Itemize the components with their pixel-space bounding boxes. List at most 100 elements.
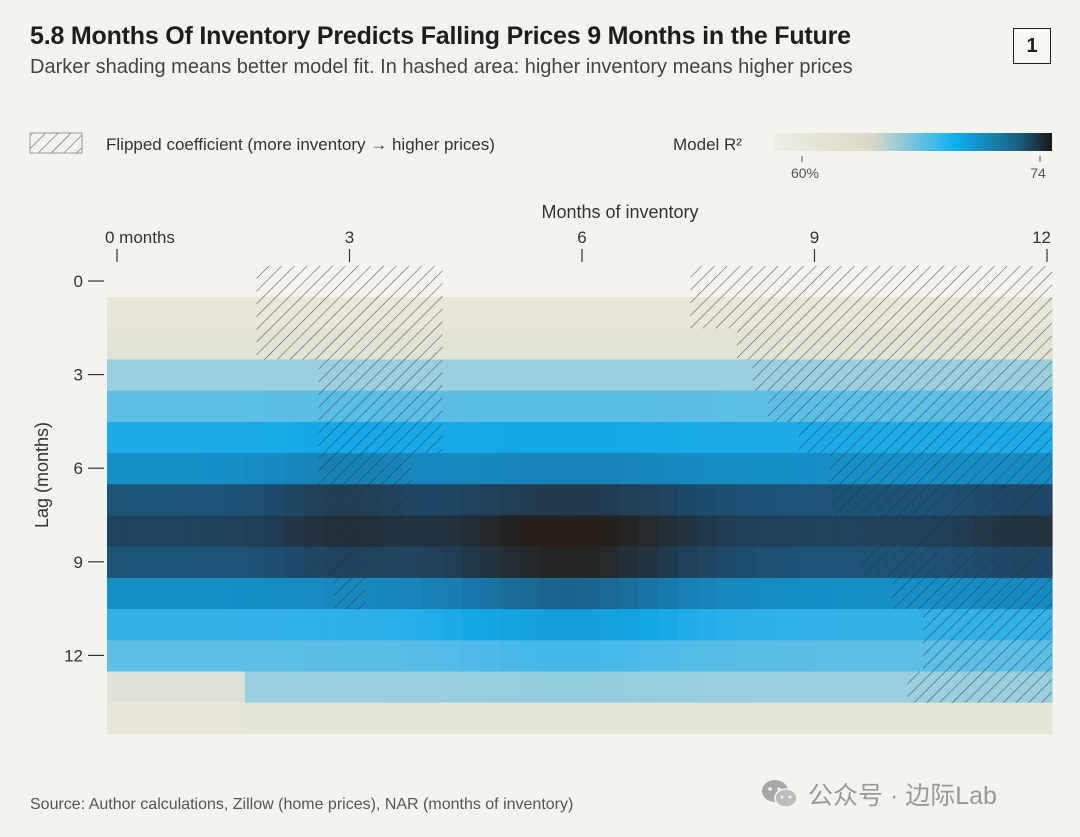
heatmap-cell — [303, 702, 325, 735]
heatmap-cell — [244, 515, 266, 548]
heatmap-cell — [166, 609, 187, 641]
heatmap-cell — [559, 328, 581, 360]
x-tick-label: 3 — [345, 228, 354, 247]
heatmap-cell — [284, 453, 305, 485]
heatmap-cell — [520, 390, 541, 423]
heatmap-cell — [618, 671, 640, 704]
heatmap-cell — [677, 577, 699, 610]
heatmap-cell — [697, 390, 718, 423]
heatmap-cell — [697, 421, 718, 454]
heatmap-cell — [599, 484, 620, 516]
y-tick-label: 12 — [64, 646, 83, 665]
heatmap-cell — [461, 484, 482, 516]
heatmap-cell — [579, 421, 600, 454]
heatmap-cell — [737, 453, 758, 485]
heatmap-cell — [362, 609, 384, 641]
heatmap-cell — [166, 359, 187, 392]
hatched-region — [768, 390, 1052, 422]
heatmap-cell — [697, 328, 718, 360]
heatmap-cell — [441, 640, 462, 672]
heatmap-cell — [638, 577, 659, 610]
heatmap-cell — [441, 609, 462, 641]
heatmap-cell — [107, 702, 128, 735]
heatmap-cell — [461, 640, 482, 672]
heatmap-cell — [677, 546, 699, 579]
heatmap-cell — [992, 702, 1014, 735]
heatmap-cell — [284, 577, 305, 610]
heatmap-cell — [559, 453, 581, 485]
heatmap-cell — [107, 515, 128, 548]
heatmap-cell — [835, 640, 856, 672]
heatmap-cell — [717, 515, 738, 548]
heatmap-cell — [618, 546, 640, 579]
heatmap-cell — [618, 484, 640, 516]
heatmap-cell — [933, 702, 955, 735]
heatmap-cell — [855, 640, 876, 672]
heatmap-cell — [146, 453, 167, 485]
heatmap-cell — [618, 577, 640, 610]
heatmap-cell — [776, 577, 797, 610]
heatmap-cell — [481, 390, 502, 423]
heatmap-cell — [244, 577, 266, 610]
watermark: 公众号 · 边际Lab — [760, 776, 997, 812]
heatmap-cell — [225, 577, 246, 610]
heatmap-cell — [107, 577, 128, 610]
heatmap-cell — [343, 702, 364, 735]
heatmap-cell — [638, 359, 659, 392]
heatmap-cell — [697, 609, 718, 641]
heatmap-cell — [894, 609, 915, 641]
heatmap-cell — [500, 421, 522, 454]
heatmap-cell — [284, 609, 305, 641]
heatmap-cell — [146, 671, 167, 704]
heatmap-cell — [776, 609, 797, 641]
heatmap-cell — [362, 640, 384, 672]
heatmap-cell — [559, 577, 581, 610]
heatmap-cell — [481, 671, 502, 704]
hatched-region — [907, 671, 1052, 703]
heatmap-cell — [796, 640, 817, 672]
heatmap-cell — [205, 453, 226, 485]
heatmap-cell — [146, 359, 167, 392]
heatmap-cell — [166, 671, 187, 704]
heatmap-cell — [638, 390, 659, 423]
heatmap-cell — [441, 390, 462, 423]
heatmap-cell — [461, 515, 482, 548]
heatmap-cell — [382, 609, 403, 641]
heatmap-cell — [303, 640, 325, 672]
heatmap-cell — [244, 390, 266, 423]
heatmap-cell — [540, 297, 561, 329]
heatmap-cell — [658, 359, 679, 392]
heatmap-cell — [402, 609, 423, 641]
heatmap-cell — [835, 515, 856, 548]
heatmap-cell — [579, 453, 600, 485]
heatmap-cell — [618, 640, 640, 672]
heatmap-cell — [284, 359, 305, 392]
heatmap-cell — [1012, 702, 1033, 735]
heatmap-cell — [973, 702, 994, 735]
heatmap-cell — [540, 609, 561, 641]
heatmap-cell — [717, 359, 738, 392]
heatmap-cell — [500, 546, 522, 579]
heatmap-cell — [559, 671, 581, 704]
heatmap-cell — [737, 671, 758, 704]
hatched-region — [892, 577, 1052, 610]
heatmap-cell — [599, 640, 620, 672]
heatmap-cell — [559, 609, 581, 641]
heatmap-cell — [343, 671, 364, 704]
heatmap-cell — [185, 577, 207, 610]
heatmap-cell — [244, 484, 266, 516]
heatmap-cell — [402, 702, 423, 735]
heatmap-cell — [185, 390, 207, 423]
heatmap-cell — [500, 671, 522, 704]
heatmap-cell — [776, 671, 797, 704]
heatmap-cell — [559, 359, 581, 392]
heatmap-cell — [343, 609, 364, 641]
heatmap-cell — [166, 577, 187, 610]
heatmap-cell — [737, 421, 758, 454]
heatmap-cell — [205, 515, 226, 548]
heatmap-cell — [481, 421, 502, 454]
heatmap-cell — [697, 546, 718, 579]
heatmap-cell — [815, 515, 837, 548]
heatmap-cell — [166, 328, 187, 360]
heatmap-cell — [284, 390, 305, 423]
